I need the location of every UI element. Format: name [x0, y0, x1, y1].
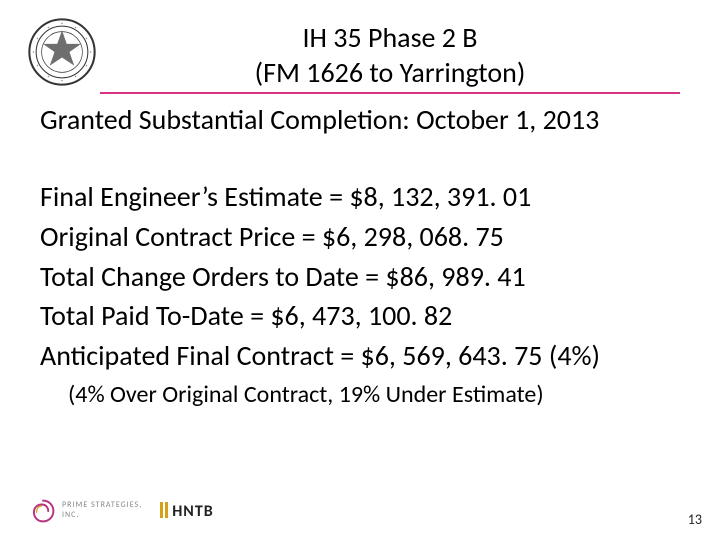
slide-title: IH 35 Phase 2 B (FM 1626 to Yarrington): [100, 20, 680, 90]
prime-strategies-logo: PRIME STRATEGIES, INC.: [30, 498, 142, 524]
prime-text: PRIME STRATEGIES, INC.: [62, 501, 142, 520]
prime-swirl-icon: [30, 498, 56, 524]
body-line: Total Change Orders to Date = $86, 989. …: [40, 258, 680, 296]
body-line: Total Paid To-Date = $6, 473, 100. 82: [40, 297, 680, 335]
body-line: Anticipated Final Contract = $6, 569, 64…: [40, 337, 680, 375]
title-line-1: IH 35 Phase 2 B: [100, 20, 680, 55]
title-line-2: (FM 1626 to Yarrington): [100, 55, 680, 90]
body-line: Original Contract Price = $6, 298, 068. …: [40, 218, 680, 256]
footer-logos: PRIME STRATEGIES, INC. HNTB: [30, 498, 214, 524]
page-number: 13: [688, 511, 702, 528]
footnote-text: (4% Over Original Contract, 19% Under Es…: [68, 380, 680, 409]
county-seal-icon: [28, 18, 96, 86]
body-text: Final Engineer’s Estimate = $8, 132, 391…: [40, 178, 680, 377]
prime-line2: INC.: [62, 511, 142, 521]
title-underline: [100, 92, 680, 94]
hntb-text: HNTB: [172, 502, 214, 521]
hntb-logo: HNTB: [160, 502, 214, 521]
completion-text: Granted Substantial Completion: October …: [40, 102, 680, 137]
body-line: Final Engineer’s Estimate = $8, 132, 391…: [40, 178, 680, 216]
hntb-bar-icon: [160, 502, 172, 518]
